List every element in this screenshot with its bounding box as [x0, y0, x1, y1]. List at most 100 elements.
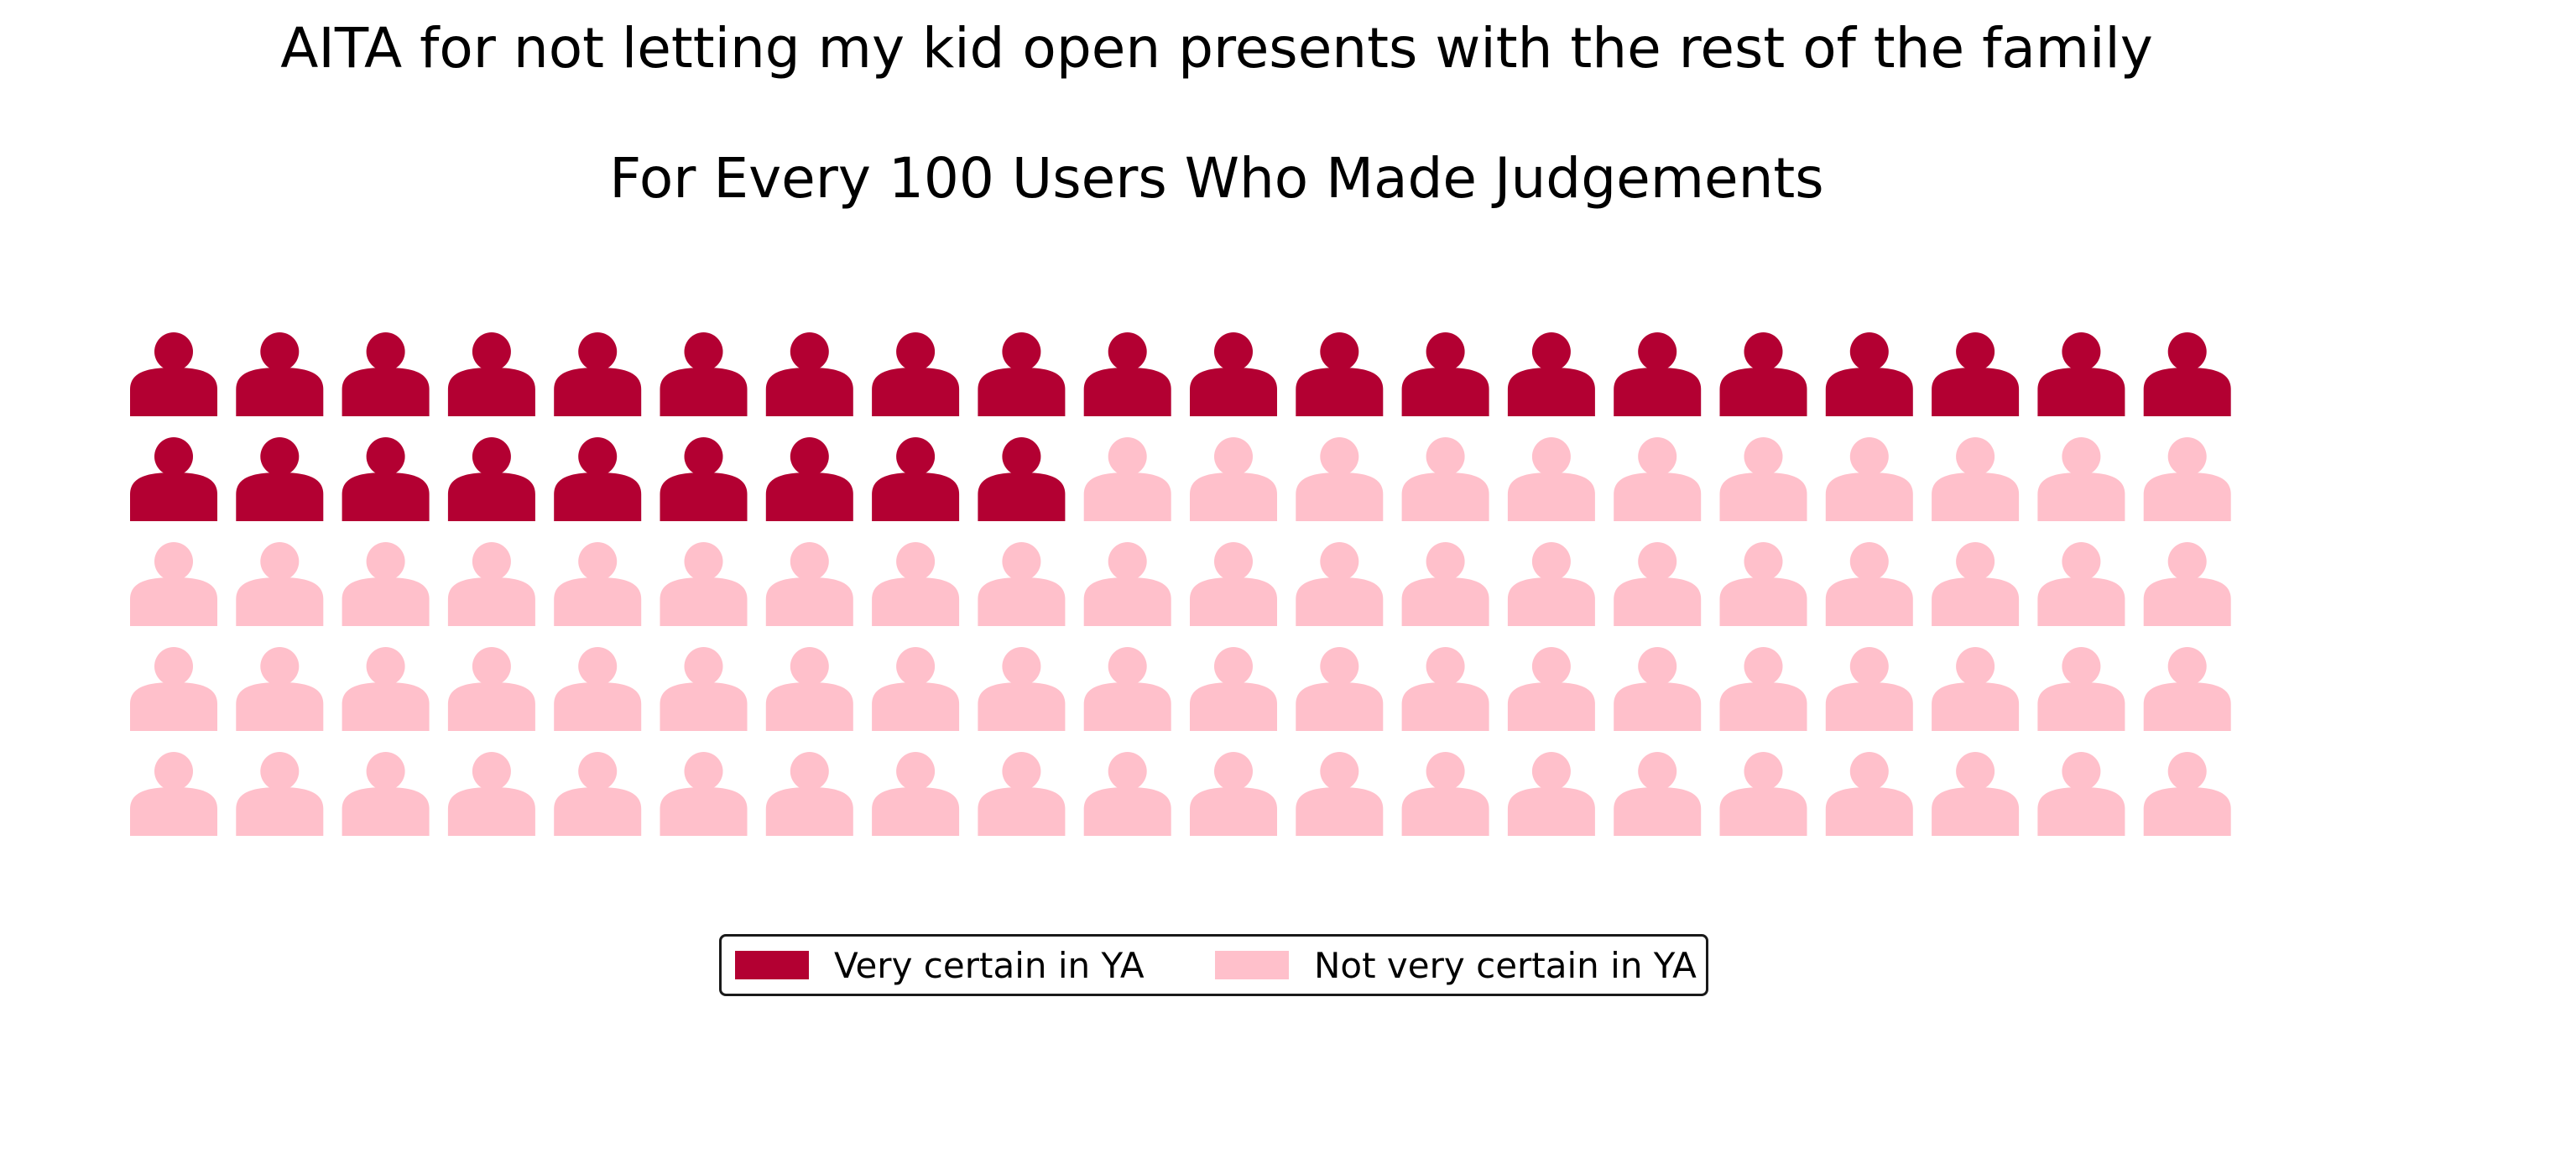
person-icon: [872, 332, 960, 416]
person-icon: [1825, 437, 1913, 521]
person-icon: [236, 542, 324, 626]
person-icon: [2037, 647, 2125, 731]
legend-label-not-very-certain: Not very certain in YA: [1314, 944, 1697, 986]
person-icon: [1614, 752, 1702, 836]
person-icon: [660, 332, 748, 416]
person-icon: [2143, 752, 2231, 836]
person-icon: [342, 647, 430, 731]
person-icon: [1507, 332, 1595, 416]
person-icon: [130, 752, 217, 836]
person-icon: [1719, 332, 1807, 416]
legend-label-very-certain: Very certain in YA: [834, 944, 1145, 986]
person-icon: [765, 437, 853, 521]
legend-swatch-not-very-certain: [1215, 951, 1289, 979]
person-icon: [1083, 437, 1171, 521]
person-icon: [1932, 647, 2020, 731]
person-icon: [660, 752, 748, 836]
person-icon: [1296, 647, 1384, 731]
person-icon: [660, 647, 748, 731]
person-icon: [342, 542, 430, 626]
person-icon: [447, 752, 535, 836]
person-icon: [978, 647, 1066, 731]
person-icon: [1190, 647, 1277, 731]
person-icon: [447, 332, 535, 416]
person-icon: [1401, 647, 1489, 731]
person-icon: [978, 752, 1066, 836]
legend-item-very-certain: Very certain in YA: [735, 937, 1145, 994]
person-icon: [1083, 332, 1171, 416]
person-icon: [1932, 437, 2020, 521]
person-icon: [1932, 542, 2020, 626]
person-icon: [1719, 437, 1807, 521]
person-icon: [2143, 647, 2231, 731]
person-icon: [1507, 437, 1595, 521]
chart-title: AITA for not letting my kid open present…: [280, 16, 2153, 81]
person-icon: [554, 752, 642, 836]
person-icon: [2143, 332, 2231, 416]
person-icon: [1507, 542, 1595, 626]
person-icon: [978, 437, 1066, 521]
person-icon: [342, 752, 430, 836]
person-icon: [236, 752, 324, 836]
person-icon: [130, 437, 217, 521]
person-icon: [1825, 542, 1913, 626]
person-icon: [236, 332, 324, 416]
person-icon: [1190, 437, 1277, 521]
person-icon: [1614, 332, 1702, 416]
legend-item-not-very-certain: Not very certain in YA: [1215, 937, 1697, 994]
person-icon: [1296, 332, 1384, 416]
person-icon: [1825, 647, 1913, 731]
person-icon: [554, 542, 642, 626]
person-icon: [554, 332, 642, 416]
person-icon: [1296, 437, 1384, 521]
person-icon: [1932, 332, 2020, 416]
person-icon: [660, 542, 748, 626]
person-icon: [447, 437, 535, 521]
legend: Very certain in YA Not very certain in Y…: [719, 934, 1708, 996]
person-icon: [236, 437, 324, 521]
person-icon: [765, 542, 853, 626]
person-icon: [765, 752, 853, 836]
person-icon: [1401, 752, 1489, 836]
person-icon: [872, 752, 960, 836]
person-icon: [236, 647, 324, 731]
person-icon: [1296, 542, 1384, 626]
person-icon: [1825, 752, 1913, 836]
person-icon: [2143, 437, 2231, 521]
person-icon: [1507, 647, 1595, 731]
person-icon: [1614, 437, 1702, 521]
legend-swatch-very-certain: [735, 951, 809, 979]
person-icon: [872, 437, 960, 521]
person-icon: [1932, 752, 2020, 836]
person-icon: [1507, 752, 1595, 836]
person-icon: [1083, 542, 1171, 626]
chart-subtitle: For Every 100 Users Who Made Judgements: [609, 146, 1824, 211]
person-icon: [1719, 542, 1807, 626]
person-icon: [1190, 752, 1277, 836]
person-icon: [1401, 542, 1489, 626]
person-icon: [342, 437, 430, 521]
person-icon: [2143, 542, 2231, 626]
person-icon: [130, 647, 217, 731]
person-icon: [1614, 542, 1702, 626]
person-icon: [2037, 542, 2125, 626]
person-icon: [2037, 437, 2125, 521]
person-icon: [554, 437, 642, 521]
person-icon: [1296, 752, 1384, 836]
person-icon: [872, 542, 960, 626]
person-icon: [1083, 752, 1171, 836]
person-icon: [1083, 647, 1171, 731]
person-icon: [554, 647, 642, 731]
person-icon: [978, 332, 1066, 416]
person-icon: [978, 542, 1066, 626]
person-icon: [447, 647, 535, 731]
person-icon: [2037, 332, 2125, 416]
person-icon: [130, 542, 217, 626]
person-icon: [1401, 437, 1489, 521]
person-icon: [660, 437, 748, 521]
person-icon: [1614, 647, 1702, 731]
person-icon: [342, 332, 430, 416]
person-icon: [2037, 752, 2125, 836]
person-icon: [872, 647, 960, 731]
